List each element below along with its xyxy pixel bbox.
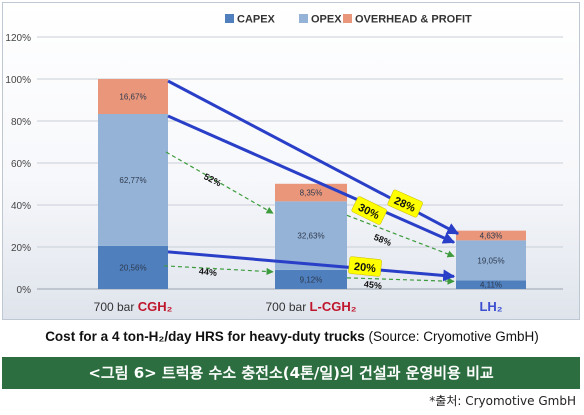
- figure-title-banner: <그림 6> 트럭용 수소 충전소(4톤/일)의 건설과 운영비용 비교: [2, 357, 580, 389]
- source-note: *출처: Cryomotive GmbH: [429, 394, 576, 408]
- bar-value-label: 16,67%: [119, 93, 146, 102]
- arrow-label: 20%: [353, 261, 376, 275]
- green-arrow: [346, 277, 455, 285]
- bar-segment-overhead: [456, 230, 526, 241]
- bar-value-label: 9,12%: [300, 275, 323, 284]
- green-arrow: [346, 214, 455, 258]
- arrow-label-highlight: [348, 256, 382, 277]
- y-tick-label: 60%: [11, 159, 31, 170]
- arrow-label-group: 30%: [351, 196, 387, 225]
- bar-value-label: 4,11%: [480, 281, 502, 290]
- blue-arrow: [167, 114, 456, 244]
- bar-value-label: 32,63%: [297, 232, 324, 241]
- y-tick-label: 120%: [5, 33, 31, 44]
- green-arrow: [163, 265, 274, 276]
- arrow-label: 58%: [372, 232, 392, 248]
- arrow-label-group: 52%: [202, 171, 223, 188]
- legend-label: OPEX: [311, 14, 342, 26]
- arrow-label: 45%: [363, 279, 382, 291]
- y-tick-label: 40%: [11, 201, 31, 212]
- arrow-label-group: 58%: [372, 232, 392, 248]
- bar-value-label: 19,05%: [477, 256, 504, 265]
- x-tick-prefix: 700 bar: [266, 300, 310, 314]
- bar-segment-opex: [456, 240, 526, 281]
- y-tick-label: 80%: [11, 117, 31, 128]
- legend-swatch: [225, 14, 234, 23]
- legend-swatch: [299, 14, 308, 23]
- x-tick-label: 700 bar L-CGH₂: [266, 299, 357, 314]
- bar-value-label: 20,56%: [119, 263, 146, 272]
- arrow-label: 44%: [198, 266, 217, 278]
- blue-arrow: [167, 250, 456, 282]
- legend: CAPEX OPEX OVERHEAD & PROFIT: [225, 14, 472, 26]
- x-tick-prefix: 700 bar: [94, 300, 138, 314]
- chart-svg: 0% 20% 40% 60% 80% 100% 120% 20,56% 62,77% 16,67…: [5, 14, 563, 314]
- y-tick-label: 0%: [17, 285, 32, 296]
- arrow-label-highlight: [351, 196, 387, 225]
- arrow-label-highlight: [387, 189, 423, 218]
- y-axis-ticks: 0% 20% 40% 60% 80% 100% 120%: [5, 33, 31, 296]
- bar-segment-opex: [98, 114, 168, 246]
- x-tick-name: LH₂: [479, 299, 502, 314]
- bar-value-label: 4,63%: [480, 232, 503, 241]
- arrow-label-group: 44%: [198, 266, 217, 278]
- bar-segment-capex: [275, 269, 347, 289]
- x-tick-name: L-CGH₂: [310, 299, 357, 314]
- arrow-label-group: 28%: [387, 189, 423, 218]
- x-axis-labels: 700 bar CGH₂ 700 bar L-CGH₂ LH₂: [94, 299, 503, 314]
- y-tick-label: 20%: [11, 243, 31, 254]
- bar-segment-capex: [98, 245, 168, 289]
- x-tick-label: LH₂: [479, 299, 502, 314]
- bar-segment-opex: [275, 201, 347, 270]
- bar-value-labels: 20,56% 62,77% 16,67% 9,12% 32,63% 8,35% 4,11% 1…: [119, 93, 504, 290]
- bars: [98, 79, 526, 289]
- x-tick-label: 700 bar CGH₂: [94, 299, 173, 314]
- arrow-labels: 52% 58% 44% 45% 28%30% 20%: [198, 171, 423, 291]
- chart-frame: 0% 20% 40% 60% 80% 100% 120% 20,56% 62,77% 16,67…: [2, 2, 580, 320]
- figure-caption: Cost for a 4 ton-H₂/day HRS for heavy-du…: [0, 323, 584, 357]
- bar-segment-capex: [456, 280, 526, 289]
- legend-swatch: [343, 14, 352, 23]
- arrow-label-group: 20%: [348, 256, 382, 277]
- caption-source: (Source: Cryomotive GmbH): [364, 329, 539, 344]
- x-tick-name: CGH₂: [138, 299, 173, 314]
- legend-label: CAPEX: [237, 14, 276, 26]
- arrow-label: 52%: [202, 171, 223, 188]
- caption-bold: Cost for a 4 ton-H₂/day HRS for heavy-du…: [45, 329, 365, 344]
- bar-value-label: 62,77%: [119, 176, 146, 185]
- y-tick-label: 100%: [5, 75, 31, 86]
- bar-value-label: 8,35%: [300, 189, 323, 198]
- legend-label: OVERHEAD & PROFIT: [355, 14, 472, 26]
- arrow-label-group: 45%: [363, 279, 382, 291]
- bar-segment-overhead: [98, 79, 168, 115]
